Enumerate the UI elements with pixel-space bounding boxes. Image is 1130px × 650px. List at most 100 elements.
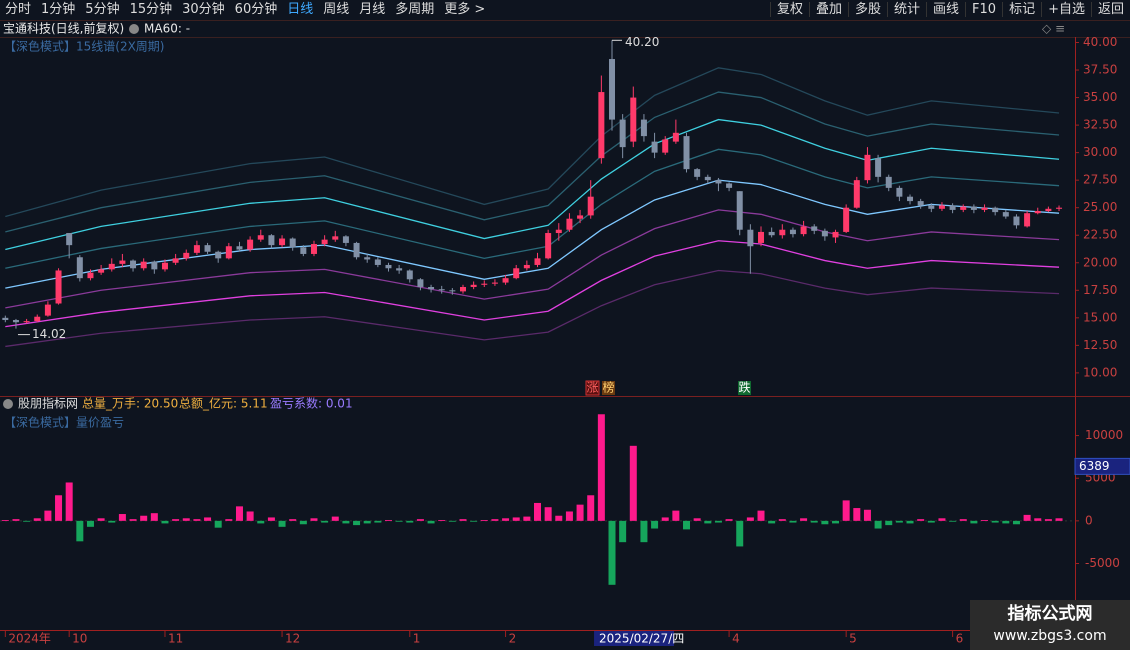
candle-body [672,132,679,142]
candle-body [768,231,775,236]
bar [821,520,829,525]
bar [555,515,563,521]
bar [746,517,754,521]
toolbar-button[interactable]: 周线 [323,2,350,17]
candle-body [907,196,914,202]
bar [565,511,573,521]
marker-label: 6389 [1079,459,1110,473]
toolbar-button[interactable]: 30分钟 [182,2,225,17]
bar [949,520,957,522]
signal: 涨 [586,380,598,395]
bar [172,519,180,521]
bar [150,513,158,521]
bar [991,520,999,523]
candle-body [811,226,818,231]
toolbar-button[interactable]: 画线 [926,2,966,17]
candle-body [204,245,211,252]
bar [576,504,584,521]
bar [1044,519,1052,521]
bar [778,519,786,521]
bar [938,518,946,521]
bar [235,506,243,521]
candle-body [938,205,945,209]
bar [853,508,861,521]
bar [416,519,424,521]
candle-body [832,231,839,238]
bar [1055,518,1063,521]
chart-title: 【深色模式】15线谱(2X周期) [4,40,165,54]
x-tick-label: 12 [285,632,300,646]
bar [289,519,297,521]
candle-body [172,258,179,263]
candle-body [853,180,860,208]
ind-icon [3,399,13,409]
bar [683,520,691,530]
bar [65,482,73,521]
toolbar-button[interactable]: 多股 [847,2,887,17]
candle-body [385,264,392,269]
bar [906,520,914,524]
low-label: 14.02 [32,327,66,341]
bar [353,520,361,526]
candle-body [151,261,158,270]
candle-body [491,282,498,284]
toolbar-button[interactable]: 1分钟 [41,2,76,17]
indicator-name: 股朋指标网 [18,396,78,411]
toolbar-button[interactable]: 多周期 [395,2,435,17]
y-tick-label: 35.00 [1083,90,1117,104]
x-tick-label: 2025/02/27/四 [599,632,684,646]
candle-body [87,272,94,279]
candle-body [247,239,254,250]
toolbar-button[interactable]: 统计 [887,2,927,17]
y-tick-label: -5000 [1085,556,1120,570]
band-line [5,209,1060,309]
bar [23,520,31,522]
toolbar-button[interactable]: 月线 [359,2,386,17]
candle-body [76,257,83,279]
bar [832,520,840,524]
bar [1012,520,1020,525]
bar [672,510,680,521]
y-tick-label: 10.00 [1083,365,1117,379]
y-tick-label: 27.50 [1083,173,1117,187]
candle-body [704,176,711,181]
tool-buttons: 复权 叠加 多股 统计 画线 F10 标记 +自选 返回 [769,0,1130,20]
toolbar-button[interactable]: 返回 [1090,2,1130,17]
candle-body [108,263,115,270]
toolbar-button[interactable]: 15分钟 [129,2,173,17]
bar [480,520,488,521]
candle-body [406,270,413,280]
y-tick-label: 15.00 [1083,310,1117,324]
toolbar-button[interactable]: +自选 [1041,2,1091,17]
bar [331,516,339,521]
bar [927,520,935,523]
toolbar-button[interactable]: 日线 [287,2,314,17]
x-tick-label: 4 [732,632,740,646]
candle-body [268,235,275,246]
toolbar-button[interactable]: 叠加 [808,2,848,17]
toolbar-button[interactable]: 5分钟 [85,2,120,17]
candle-body [55,270,62,304]
candle-body [513,268,520,279]
bar [725,519,733,521]
bar [1023,514,1031,521]
bar [629,445,637,521]
candle-body [821,230,828,237]
candle-body [279,238,286,246]
bar [1002,520,1010,524]
candle-body [992,207,999,213]
toolbar-button[interactable]: 更多 > [444,2,486,17]
x-tick-label: 10 [72,632,87,646]
toolbar-button[interactable]: 60分钟 [234,2,278,17]
bar [406,520,414,523]
toolbar-button[interactable]: 复权 [769,2,809,17]
candle-body [1002,212,1009,217]
toolbar-button[interactable]: 标记 [1002,2,1042,17]
candle-body [758,231,765,243]
toolbar-button[interactable]: 分时 [5,2,32,17]
candle-body [417,279,424,287]
bar [757,510,765,521]
toolbar-button[interactable]: F10 [965,2,1003,17]
toolbar: 分时 1分钟 5分钟 15分钟 30分钟 60分钟 日线 周线 月线 多周期 更多 > 复权 叠加 多股… [0,0,1130,21]
